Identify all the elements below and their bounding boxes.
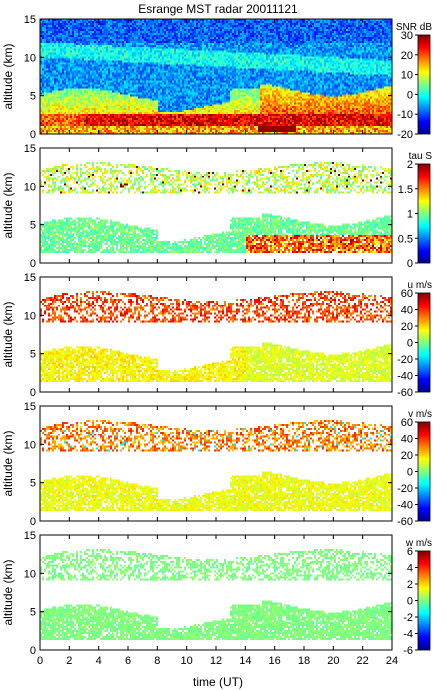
y-tick-label: 0 (30, 129, 36, 141)
colorbar (417, 550, 431, 651)
colorbar-label: u m/s (408, 280, 432, 291)
heatmap-snr (40, 19, 392, 134)
x-tick-label: 14 (239, 655, 251, 667)
colorbar-tick-label: 20 (401, 321, 413, 333)
x-tick-label: 0 (37, 655, 43, 667)
colorbar (417, 163, 431, 264)
colorbar-tick-label: -40 (397, 500, 413, 512)
colorbar-tick-label: -2 (403, 612, 413, 624)
y-tick-label: 15 (24, 401, 36, 413)
y-tick-label: 10 (24, 439, 36, 451)
colorbar-tick-label: -20 (397, 483, 413, 495)
colorbar-tick-label: -4 (403, 629, 413, 641)
y-tick-label: 10 (24, 181, 36, 193)
colorbar-tick-label: -10 (397, 109, 413, 121)
y-tick-label: 10 (24, 568, 36, 580)
x-axis-label: time (UT) (193, 675, 243, 689)
heatmap-tau (40, 148, 392, 263)
y-tick-label: 0 (30, 258, 36, 270)
colorbar-tick-label: 10 (401, 70, 413, 82)
y-tick-label: 5 (30, 349, 36, 361)
colorbar-tick-label: 0.5 (398, 233, 413, 245)
heatmap-u (40, 277, 392, 392)
colorbar-label: SNR dB (396, 22, 432, 33)
y-axis-label: altitude (km) (1, 43, 15, 109)
colorbar-tick-label: 60 (401, 288, 413, 300)
colorbar-tick-label: -40 (397, 371, 413, 383)
colorbar-label: v m/s (408, 409, 432, 420)
y-axis-label: altitude (km) (1, 430, 15, 496)
colorbar-tick-label: 1 (407, 209, 413, 221)
colorbar-tick-label: -20 (397, 354, 413, 366)
x-tick-label: 12 (210, 655, 222, 667)
y-tick-label: 10 (24, 52, 36, 64)
colorbar-tick-label: 4 (407, 563, 413, 575)
colorbar-tick-label: -60 (397, 516, 413, 528)
colorbar-tick-label: 30 (401, 30, 413, 42)
colorbar-tick-label: 0 (407, 467, 413, 479)
colorbar-tick-label: -6 (403, 645, 413, 657)
x-tick-label: 22 (357, 655, 369, 667)
y-tick-label: 15 (24, 272, 36, 284)
y-tick-label: 0 (30, 516, 36, 528)
y-tick-label: 10 (24, 310, 36, 322)
x-tick-label: 20 (327, 655, 339, 667)
x-tick-label: 8 (154, 655, 160, 667)
colorbar-tick-label: 60 (401, 417, 413, 429)
x-tick-label: 18 (298, 655, 310, 667)
y-tick-label: 5 (30, 478, 36, 490)
y-axis-label: altitude (km) (1, 301, 15, 367)
colorbar-label: w m/s (405, 538, 432, 549)
y-tick-label: 15 (24, 143, 36, 155)
colorbar-tick-label: 20 (401, 50, 413, 62)
y-tick-label: 0 (30, 645, 36, 657)
colorbar-tick-label: 40 (401, 305, 413, 317)
y-tick-label: 5 (30, 91, 36, 103)
y-tick-label: 0 (30, 387, 36, 399)
heatmap-v (40, 406, 392, 521)
colorbar-tick-label: 2 (407, 579, 413, 591)
x-tick-label: 10 (181, 655, 193, 667)
colorbar (417, 292, 431, 393)
x-tick-label: 4 (96, 655, 102, 667)
colorbar-tick-label: 0 (407, 258, 413, 270)
colorbar-tick-label: 2 (407, 159, 413, 171)
colorbar-tick-label: 0 (407, 596, 413, 608)
colorbar-label: tau S (409, 151, 433, 162)
colorbar-tick-label: 40 (401, 434, 413, 446)
y-axis-label: altitude (km) (1, 559, 15, 625)
y-tick-label: 15 (24, 530, 36, 542)
x-tick-label: 6 (125, 655, 131, 667)
colorbar (417, 34, 431, 135)
heatmap-w (40, 535, 392, 650)
panel-4: 0 5 10 15 altitude (km) v m/s60 40 20 0 -20 -40 -60 (1, 401, 432, 528)
colorbar-tick-label: 6 (407, 546, 413, 558)
x-tick-label: 2 (66, 655, 72, 667)
colorbar-tick-label: 20 (401, 450, 413, 462)
colorbar-tick-label: 0 (407, 338, 413, 350)
figure-title: Esrange MST radar 20011121 (138, 2, 298, 16)
colorbar (417, 421, 431, 522)
y-axis-label: altitude (km) (1, 172, 15, 238)
y-tick-label: 5 (30, 220, 36, 232)
colorbar-tick-label: -60 (397, 387, 413, 399)
y-tick-label: 15 (24, 14, 36, 26)
colorbar-tick-label: 0 (407, 89, 413, 101)
x-tick-label: 24 (386, 655, 398, 667)
y-tick-label: 5 (30, 607, 36, 619)
panel-2: 0 5 10 15 altitude (km) tau S2 1.5 1 0.5 0 (1, 143, 432, 270)
x-tick-label: 16 (269, 655, 281, 667)
colorbar-tick-label: -20 (397, 129, 413, 141)
colorbar-tick-label: 1.5 (398, 184, 413, 196)
panel-3: 0 5 10 15 altitude (km) u m/s60 40 20 0 -20 -40 -60 (1, 272, 432, 399)
